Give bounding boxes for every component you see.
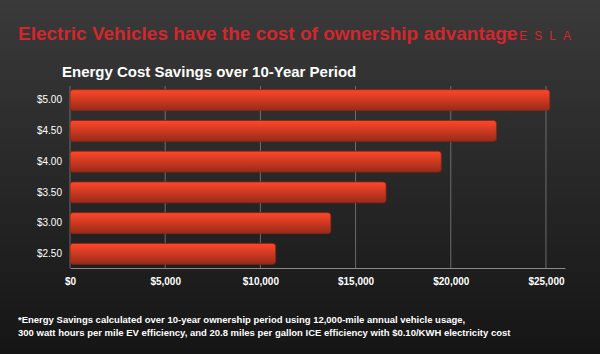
- footnote: *Energy Savings calculated over 10-year …: [18, 314, 511, 338]
- footnote-line: 300 watt hours per mile EV efficiency, a…: [18, 327, 511, 338]
- x-tick: $25,000: [528, 268, 565, 287]
- bar: [70, 213, 331, 234]
- grid-line: [165, 86, 166, 268]
- y-tick: $4.00: [37, 156, 70, 167]
- grid-line: [70, 86, 71, 268]
- bar: [70, 182, 386, 203]
- x-tick-label: $10,000: [243, 276, 280, 287]
- x-axis-line: [71, 268, 566, 269]
- x-tick-label: $25,000: [528, 276, 565, 287]
- y-tick: $4.50: [37, 125, 70, 136]
- y-tick: $3.50: [37, 187, 70, 198]
- y-tick-label: $5.00: [37, 94, 62, 105]
- y-tick-label: $4.00: [37, 156, 62, 167]
- y-tick-label: $4.50: [37, 125, 62, 136]
- y-tick-label: $3.00: [37, 217, 62, 228]
- bar: [70, 151, 441, 172]
- bar: [70, 243, 276, 264]
- grid: [70, 86, 546, 268]
- x-tick-label: $20,000: [433, 276, 470, 287]
- y-axis: $5.00 $4.50 $4.00 $3.50 $3.00 $2.50: [37, 87, 71, 269]
- y-tick: $3.00: [37, 217, 70, 228]
- chart: Electric Vehicles have the cost of owner…: [0, 0, 600, 354]
- background: [0, 0, 600, 354]
- x-tick: $20,000: [433, 268, 470, 287]
- y-tick: $5.00: [37, 94, 70, 105]
- x-tick-label: $5,000: [150, 276, 181, 287]
- subtitle: Energy Cost Savings over 10-Year Period: [62, 63, 356, 80]
- grid-line: [355, 86, 356, 268]
- bar: [70, 120, 496, 141]
- grid-line: [450, 86, 451, 268]
- x-tick: $5,000: [150, 268, 181, 287]
- title: Electric Vehicles have the cost of owner…: [18, 23, 517, 44]
- x-tick: $15,000: [338, 268, 375, 287]
- x-axis: $0 $5,000 $10,000 $15,000 $20,000 $25,000: [65, 268, 566, 287]
- x-tick-label: $15,000: [338, 276, 375, 287]
- brand: TESLA: [505, 29, 578, 43]
- bar: [70, 90, 550, 111]
- grid-line: [260, 86, 261, 268]
- bars: [70, 90, 550, 265]
- x-tick: $0: [65, 268, 77, 287]
- grid-line: [545, 86, 546, 268]
- x-tick-label: $0: [65, 276, 77, 287]
- footnote-line: *Energy Savings calculated over 10-year …: [18, 314, 465, 325]
- y-tick-label: $3.50: [37, 187, 62, 198]
- x-tick: $10,000: [243, 268, 280, 287]
- y-axis-line: [70, 87, 71, 269]
- y-tick-label: $2.50: [37, 248, 62, 259]
- y-tick: $2.50: [37, 248, 70, 259]
